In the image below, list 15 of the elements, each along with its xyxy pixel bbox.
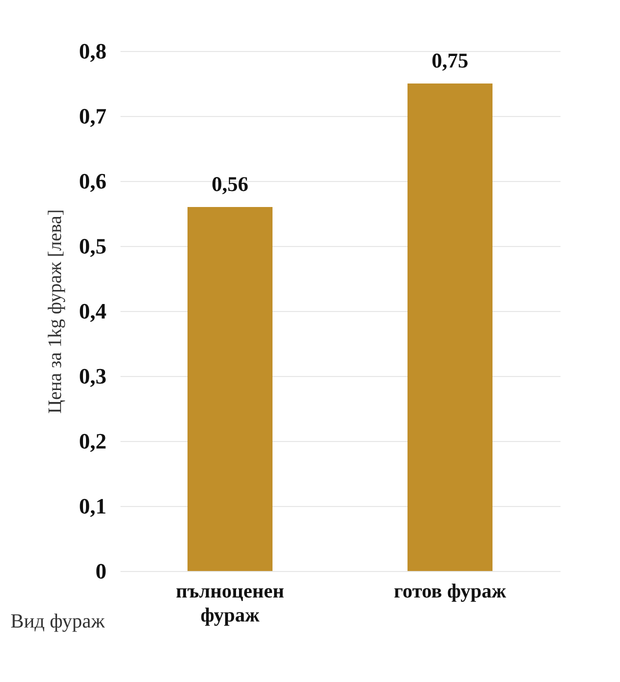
y-tick-label: 0 (96, 558, 106, 584)
y-axis-title: Цена за 1kg фураж [лева] (45, 209, 66, 414)
data-label: 0,75 (432, 48, 468, 72)
x-tick-label: готов фураж (394, 580, 507, 602)
data-label: 0,56 (212, 172, 248, 196)
y-tick-label: 0,4 (79, 298, 106, 324)
y-tick-label: 0,1 (79, 494, 106, 518)
y-tick-label: 0,7 (79, 104, 106, 128)
y-tick-label: 0,6 (79, 168, 106, 194)
y-tick-label: 0,3 (79, 364, 106, 388)
x-axis-title: Вид фураж (10, 610, 106, 632)
y-tick-label: 0,2 (79, 428, 106, 454)
x-tick-label: пълноценен фураж (176, 580, 284, 626)
y-tick-label: 0,8 (79, 38, 106, 64)
y-tick-label: 0,5 (79, 234, 106, 258)
